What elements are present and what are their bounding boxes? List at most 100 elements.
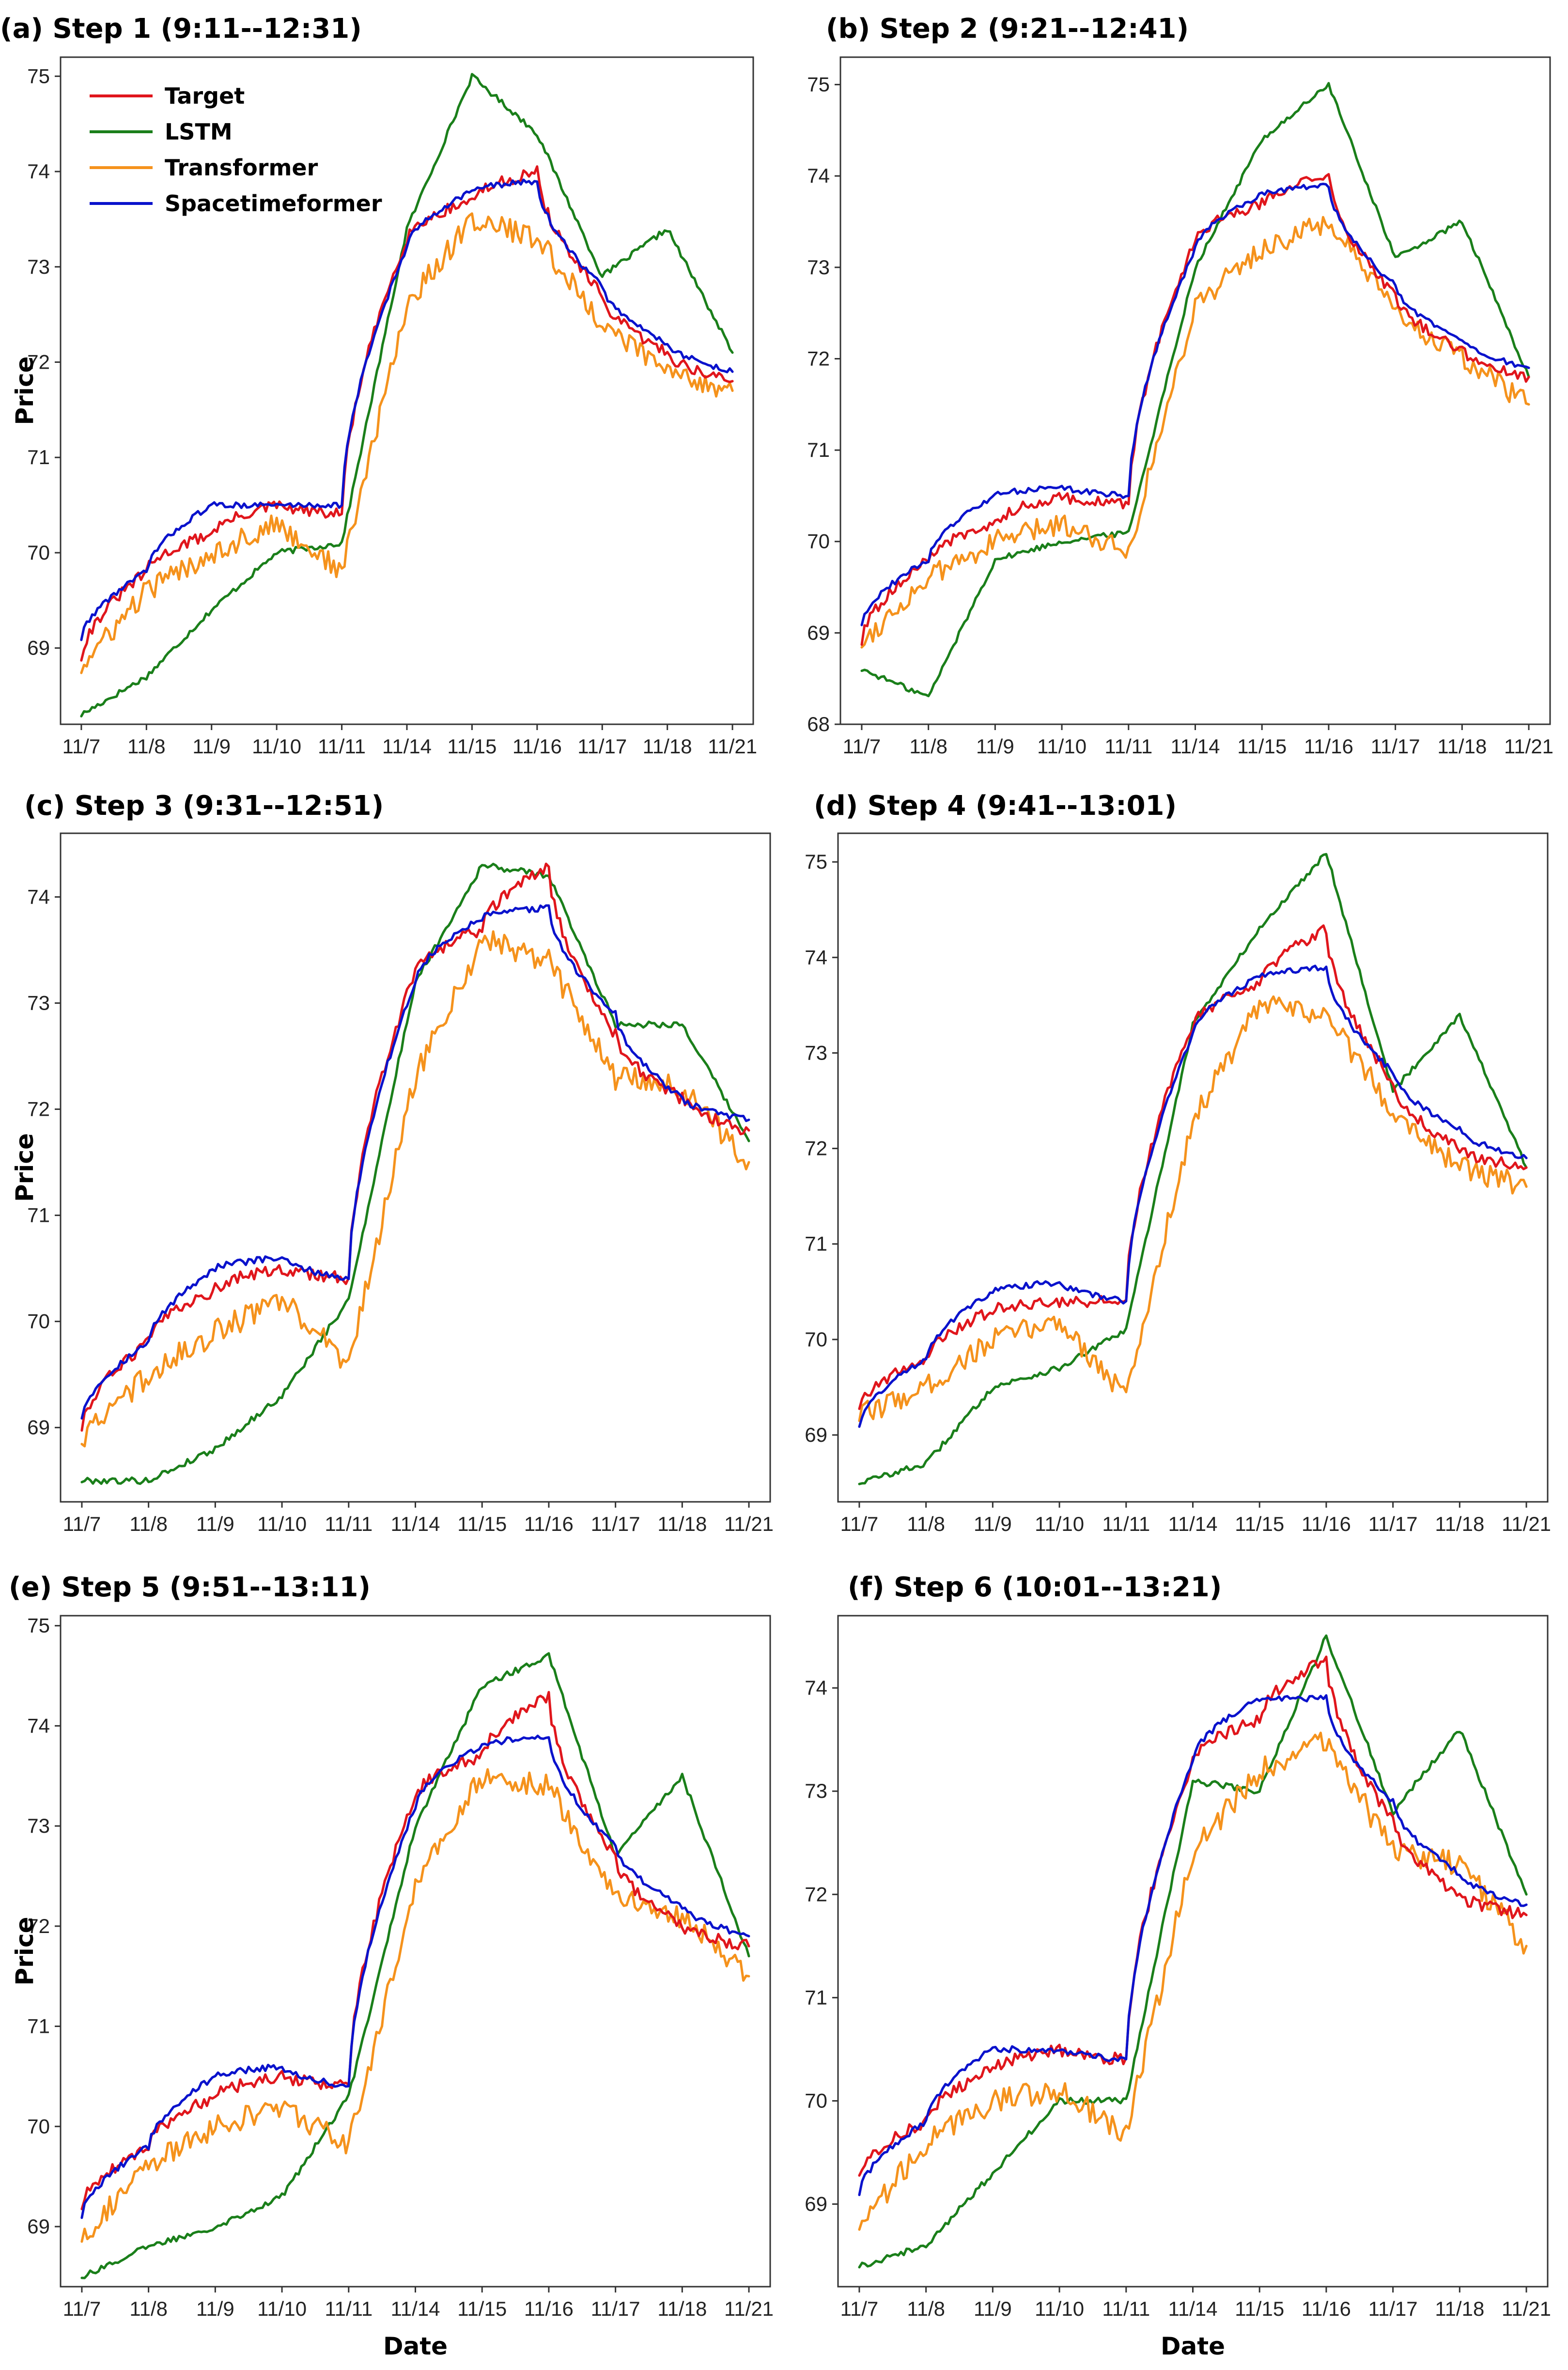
- x-tick-label: 11/15: [457, 2297, 507, 2320]
- x-tick-label: 11/8: [909, 735, 947, 758]
- y-tick-label: 75: [805, 850, 827, 873]
- x-tick-label: 11/7: [840, 2297, 879, 2320]
- x-tick-label: 11/10: [1035, 1512, 1084, 1535]
- x-tick-label: 11/11: [1102, 1512, 1150, 1535]
- x-tick-label: 11/9: [196, 1512, 234, 1535]
- y-tick-label: 73: [805, 1041, 827, 1064]
- x-tick-label: 11/18: [1435, 2297, 1484, 2320]
- x-tick-label: 11/17: [1371, 735, 1420, 758]
- y-tick-label: 70: [27, 2115, 50, 2137]
- series-line-target: [82, 864, 749, 1431]
- figure: (a) Step 1 (9:11--12:31) 69 70 71 72 73 74 75 11…: [0, 0, 1568, 2370]
- series-line-target: [859, 1657, 1526, 2176]
- x-tick-label: 11/10: [257, 1512, 307, 1535]
- x-tick-label: 11/9: [974, 1512, 1012, 1535]
- x-tick-label: 11/16: [1302, 1512, 1351, 1535]
- x-tick-label: 11/21: [724, 1512, 774, 1535]
- x-tick-label: 11/18: [1435, 1512, 1484, 1535]
- x-tick-label: 11/9: [976, 735, 1014, 758]
- x-axis-title: Date: [1161, 2332, 1225, 2360]
- y-tick-label: 70: [805, 2089, 827, 2112]
- y-tick-label: 74: [807, 164, 830, 187]
- y-tick-label: 71: [27, 2015, 50, 2038]
- x-tick-label: 11/15: [457, 1512, 507, 1535]
- y-tick-label: 74: [805, 1676, 827, 1699]
- x-tick-label: 11/17: [577, 735, 627, 758]
- x-tick-label: 11/21: [1502, 1512, 1551, 1535]
- series-line-lstm: [859, 1636, 1526, 2267]
- x-tick-label: 11/21: [1502, 2297, 1551, 2320]
- x-tick-label: 11/7: [63, 1512, 101, 1535]
- y-tick-label: 75: [807, 73, 830, 96]
- series-line-transformer: [81, 214, 732, 673]
- plot-frame: [61, 833, 770, 1502]
- x-tick-label: 11/8: [127, 735, 166, 758]
- panel-title: (c) Step 3 (9:31--12:51): [24, 790, 384, 822]
- y-tick-label: 70: [27, 541, 50, 564]
- x-tick-label: 11/21: [724, 2297, 774, 2320]
- series-line-transformer: [859, 1733, 1526, 2230]
- x-tick-label: 11/16: [524, 1512, 574, 1535]
- x-tick-label: 11/15: [447, 735, 497, 758]
- x-tick-label: 11/17: [591, 1512, 640, 1535]
- x-tick-label: 11/18: [1437, 735, 1487, 758]
- y-tick-label: 74: [805, 946, 827, 968]
- y-tick-label: 70: [807, 530, 830, 553]
- y-axis-title: Price: [11, 357, 39, 425]
- legend-label-transformer: Transformer: [165, 155, 318, 181]
- plot-frame: [61, 1616, 770, 2287]
- x-tick-label: 11/8: [129, 2297, 168, 2320]
- series-line-lstm: [859, 854, 1526, 1484]
- x-tick-label: 11/14: [1168, 1512, 1218, 1535]
- y-tick-label: 68: [807, 713, 830, 735]
- panel-title: (e) Step 5 (9:51--13:11): [9, 1572, 371, 1603]
- y-tick-label: 75: [27, 64, 50, 87]
- x-tick-label: 11/16: [512, 735, 562, 758]
- panel-title: (a) Step 1 (9:11--12:31): [0, 13, 362, 45]
- x-tick-label: 11/7: [840, 1512, 879, 1535]
- panel-title: (b) Step 2 (9:21--12:41): [826, 13, 1189, 45]
- x-tick-label: 11/17: [591, 2297, 640, 2320]
- x-tick-label: 11/15: [1237, 735, 1287, 758]
- y-tick-label: 72: [805, 1137, 827, 1160]
- x-tick-label: 11/11: [1102, 2297, 1150, 2320]
- x-tick-label: 11/11: [1104, 735, 1152, 758]
- x-tick-label: 11/7: [62, 735, 101, 758]
- x-tick-label: 11/18: [657, 1512, 707, 1535]
- series-line-lstm: [862, 83, 1529, 696]
- x-tick-label: 11/8: [907, 2297, 945, 2320]
- y-tick-label: 74: [27, 1714, 50, 1737]
- plot-frame: [838, 833, 1548, 1502]
- series-line-transformer: [862, 217, 1529, 647]
- x-tick-label: 11/9: [974, 2297, 1012, 2320]
- y-axis-title: Price: [11, 1917, 39, 1986]
- series-line-spacetimeformer: [82, 905, 749, 1419]
- y-tick-label: 72: [807, 347, 830, 370]
- series-line-transformer: [859, 997, 1526, 1421]
- panel-title: (d) Step 4 (9:41--13:01): [814, 790, 1177, 822]
- x-axis-title: Date: [383, 2332, 448, 2360]
- panel-title: (f) Step 6 (10:01--13:21): [848, 1572, 1222, 1603]
- x-tick-label: 11/10: [1035, 2297, 1084, 2320]
- y-tick-label: 69: [27, 2215, 50, 2238]
- x-tick-label: 11/14: [1171, 735, 1220, 758]
- y-tick-label: 70: [27, 1310, 50, 1333]
- x-tick-label: 11/8: [907, 1512, 945, 1535]
- x-tick-label: 11/9: [196, 2297, 234, 2320]
- series-line-target: [859, 926, 1526, 1409]
- x-tick-label: 11/15: [1235, 2297, 1284, 2320]
- x-tick-label: 11/17: [1368, 2297, 1418, 2320]
- y-tick-label: 69: [805, 1423, 827, 1446]
- x-tick-label: 11/16: [524, 2297, 574, 2320]
- x-tick-label: 11/18: [657, 2297, 707, 2320]
- x-tick-label: 11/9: [192, 735, 231, 758]
- y-tick-label: 71: [27, 1204, 50, 1227]
- series-line-lstm: [82, 1653, 749, 2278]
- y-tick-label: 73: [805, 1779, 827, 1802]
- x-tick-label: 11/21: [1504, 735, 1553, 758]
- y-tick-label: 70: [805, 1328, 827, 1351]
- y-tick-label: 75: [27, 1614, 50, 1637]
- x-tick-label: 11/7: [63, 2297, 101, 2320]
- legend-label-target: Target: [165, 83, 245, 109]
- y-tick-label: 74: [27, 885, 50, 908]
